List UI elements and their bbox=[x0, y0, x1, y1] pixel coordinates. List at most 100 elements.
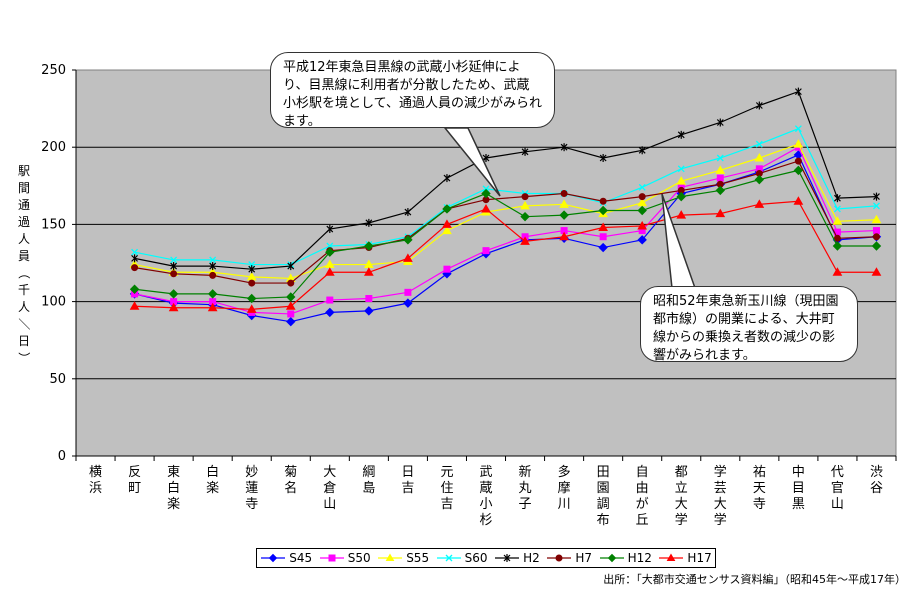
x-tick-label-char: 布 bbox=[597, 513, 610, 528]
data-point bbox=[676, 210, 687, 219]
data-point bbox=[482, 247, 490, 255]
x-tick-label-char: 楽 bbox=[206, 480, 219, 496]
data-point bbox=[326, 225, 334, 234]
data-point bbox=[793, 165, 804, 176]
series-line bbox=[134, 127, 877, 266]
data-point bbox=[676, 191, 686, 202]
legend-item-s50: S50 bbox=[319, 551, 371, 565]
data-point bbox=[482, 154, 490, 163]
data-point bbox=[871, 267, 882, 276]
x-tick-label: 大倉山 bbox=[323, 465, 336, 512]
x-tick-label-char: 調 bbox=[597, 497, 610, 512]
y-label-char: ） bbox=[17, 352, 31, 364]
data-point bbox=[385, 553, 395, 561]
data-point bbox=[246, 304, 257, 313]
legend-item-s55: S55 bbox=[377, 551, 429, 565]
data-point bbox=[598, 242, 608, 253]
x-tick-label-char: 都 bbox=[675, 465, 688, 480]
x-tick-label-char: 東 bbox=[167, 464, 180, 480]
x-tick-label-char: 自 bbox=[636, 465, 649, 480]
legend-item-h12: H12 bbox=[599, 551, 652, 565]
data-point bbox=[325, 307, 335, 318]
data-point bbox=[287, 310, 295, 318]
data-point bbox=[833, 205, 841, 213]
x-tick-label-char: 白 bbox=[167, 480, 180, 496]
data-point bbox=[832, 267, 843, 276]
data-point bbox=[599, 233, 607, 241]
data-point-stroke bbox=[209, 256, 217, 264]
data-point bbox=[560, 190, 568, 198]
data-point bbox=[638, 193, 646, 201]
x-tick-label-char: 立 bbox=[675, 481, 688, 496]
x-tick-label: 反町 bbox=[128, 465, 141, 496]
y-label-char: 間 bbox=[18, 181, 30, 195]
y-tick-label: 0 bbox=[58, 449, 66, 464]
data-point bbox=[873, 192, 880, 201]
data-point bbox=[404, 208, 412, 217]
y-tick-label: 100 bbox=[41, 295, 66, 310]
data-point bbox=[442, 204, 452, 214]
series-line bbox=[134, 143, 877, 280]
data-point-stroke bbox=[170, 256, 178, 264]
legend-label: H17 bbox=[687, 551, 712, 565]
data-point bbox=[637, 197, 648, 207]
data-point bbox=[794, 157, 802, 165]
x-tick-label-char: 天 bbox=[753, 481, 766, 496]
data-point bbox=[170, 256, 178, 264]
x-tick-label-char: 小 bbox=[479, 497, 492, 512]
x-tick-label-char: 新 bbox=[519, 464, 532, 480]
data-point bbox=[637, 220, 648, 230]
legend-swatch bbox=[659, 553, 684, 561]
x-tick-label: 妙蓮寺 bbox=[245, 465, 258, 512]
data-point bbox=[443, 265, 451, 273]
data-point bbox=[269, 553, 278, 563]
y-label-char: 過 bbox=[18, 215, 30, 229]
data-point bbox=[793, 139, 804, 148]
y-label-char: 駅 bbox=[18, 164, 30, 178]
callout-pointer-1 bbox=[443, 127, 501, 197]
data-point bbox=[324, 267, 335, 276]
data-point-stroke bbox=[677, 165, 685, 173]
data-point bbox=[131, 254, 138, 263]
x-tick-label-char: 祐 bbox=[753, 465, 766, 480]
data-point bbox=[872, 227, 880, 235]
data-point bbox=[131, 264, 139, 272]
x-tick-label-char: 白 bbox=[206, 464, 219, 480]
data-point bbox=[667, 553, 676, 561]
x-axis: 横浜反町東白楽白楽妙蓮寺菊名大倉山綱島日吉元住吉武蔵小杉新丸子多摩川田園調布自由… bbox=[75, 455, 897, 528]
data-point bbox=[445, 554, 453, 562]
data-point bbox=[168, 289, 179, 299]
x-tick-label-char: 田 bbox=[597, 465, 610, 480]
data-point-stroke bbox=[638, 183, 646, 191]
y-axis: 0 50 100 150 200 250 bbox=[41, 63, 77, 464]
data-point bbox=[716, 154, 724, 162]
y-tick-label: 200 bbox=[41, 140, 66, 155]
data-point bbox=[521, 193, 529, 201]
data-point bbox=[715, 185, 725, 196]
data-point bbox=[716, 118, 724, 127]
data-point bbox=[872, 233, 880, 241]
data-point bbox=[676, 176, 687, 185]
series-h17 bbox=[129, 196, 882, 313]
data-point bbox=[287, 262, 295, 271]
data-point bbox=[326, 296, 334, 304]
series-line bbox=[134, 90, 877, 270]
x-tick-label: 渋谷 bbox=[870, 465, 883, 496]
data-point bbox=[364, 241, 374, 251]
legend-swatch bbox=[261, 553, 286, 563]
x-tick-label-char: 大 bbox=[714, 497, 727, 512]
data-point-stroke bbox=[833, 205, 841, 213]
data-point bbox=[638, 146, 646, 155]
x-tick-label-char: 町 bbox=[128, 481, 141, 496]
x-tick-label-char: 学 bbox=[714, 464, 727, 480]
x-tick-label-char: 大 bbox=[323, 465, 336, 480]
x-tick-label: 日吉 bbox=[401, 465, 414, 496]
data-point bbox=[403, 235, 413, 245]
x-tick-label-char: 子 bbox=[519, 497, 532, 512]
series-h2 bbox=[131, 87, 880, 274]
data-point bbox=[404, 288, 412, 296]
data-point bbox=[715, 165, 726, 174]
